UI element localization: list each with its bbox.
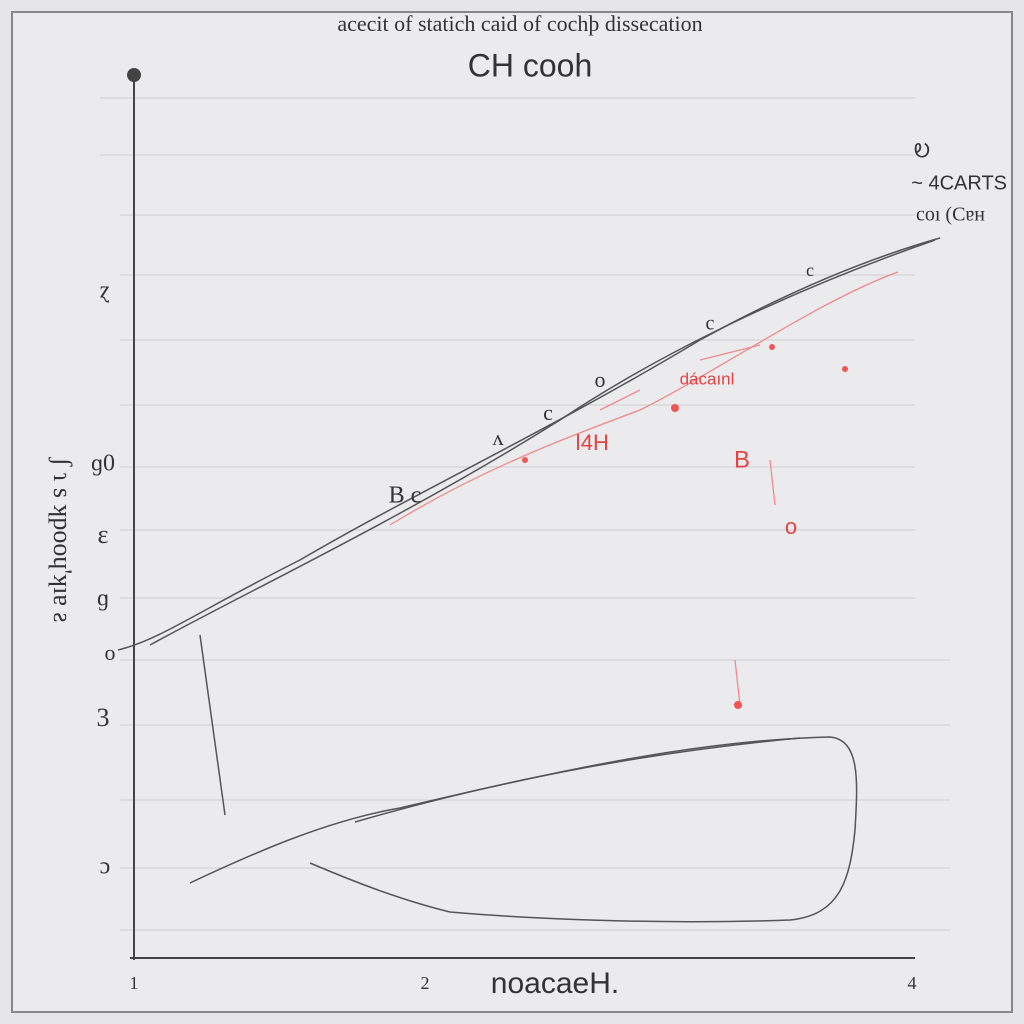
legend-item: coı (Cɐн bbox=[916, 204, 985, 226]
subtitle: CH cooh bbox=[468, 47, 593, 83]
red-curve bbox=[389, 271, 899, 526]
x-tick-label: 1 bbox=[130, 973, 139, 993]
y-tick-label: ɡ bbox=[97, 586, 109, 612]
y-tick-label: ɛ bbox=[98, 520, 109, 549]
red-dot bbox=[671, 404, 679, 412]
red-dot bbox=[522, 457, 528, 463]
main-curve bbox=[117, 237, 941, 651]
x-tick-label: 2 bbox=[421, 973, 430, 993]
red-label: dácaınl bbox=[680, 369, 735, 388]
legend-item: Ꭷ bbox=[914, 141, 930, 163]
lower-band bbox=[354, 737, 801, 823]
y-tick-label: o bbox=[105, 640, 116, 665]
red-label: o bbox=[785, 514, 797, 539]
main-curve-shadow bbox=[149, 239, 936, 646]
curve-label: c bbox=[806, 260, 814, 280]
stroke bbox=[199, 634, 226, 816]
frame bbox=[11, 11, 1013, 1013]
red-dot bbox=[734, 701, 742, 709]
x-axis-title: noacaeH. bbox=[491, 967, 619, 1000]
red-marks bbox=[599, 344, 776, 706]
lower-shape bbox=[189, 736, 858, 923]
red-label: B bbox=[734, 446, 750, 473]
x-tick-label: 4 bbox=[908, 973, 917, 993]
axis-knob bbox=[127, 68, 141, 82]
curve-label: c bbox=[706, 313, 715, 335]
legend-item: ~ 4CARTS bbox=[911, 172, 1007, 194]
title: acecit of statich caid of cochþ dissecat… bbox=[337, 11, 702, 36]
curve-label: ʌ bbox=[493, 425, 504, 450]
y-tick-label: 3 bbox=[97, 703, 110, 732]
curve-label: B c bbox=[389, 483, 422, 509]
red-dot bbox=[842, 366, 848, 372]
curve-label: c bbox=[543, 400, 553, 425]
grid bbox=[100, 97, 950, 931]
red-dot bbox=[769, 344, 775, 350]
y-tick-label: ɡ0 bbox=[91, 451, 115, 477]
red-label: ǀ4H bbox=[575, 430, 609, 455]
y-tick-label: ɀ bbox=[100, 278, 111, 304]
y-tick-label: ɔ bbox=[100, 854, 111, 880]
y-axis-title: ʃ ɿ s ʞpooɥ'ʞıɐ ƨ bbox=[48, 456, 77, 622]
curve-label: o bbox=[595, 367, 606, 392]
